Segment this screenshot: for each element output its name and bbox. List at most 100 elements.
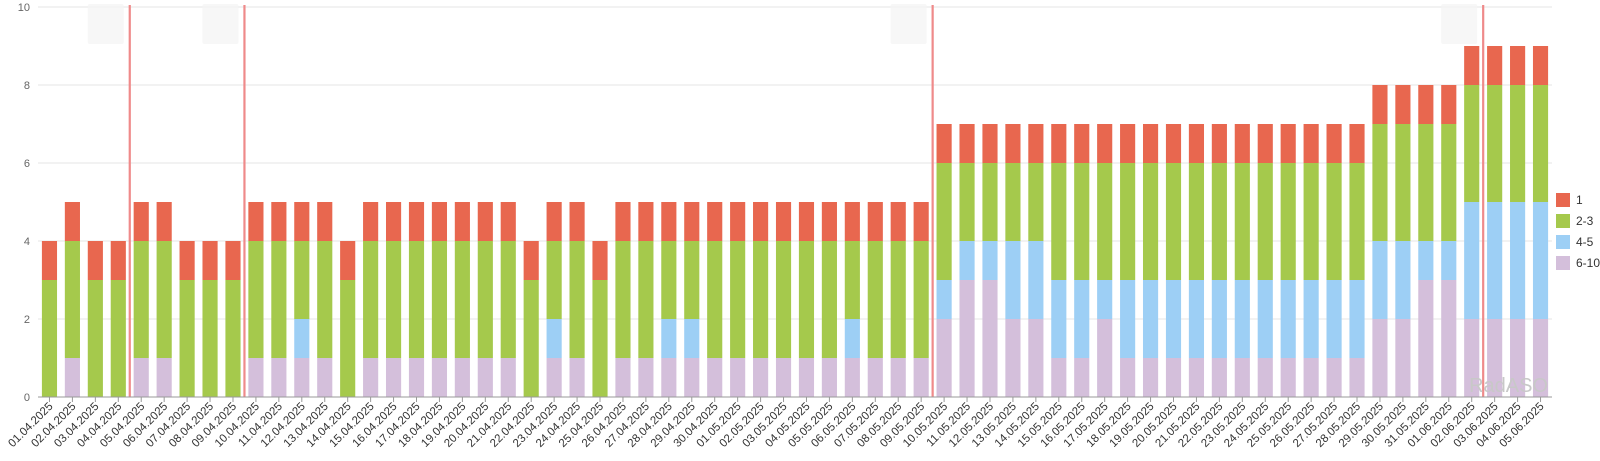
bar-segment-2-3[interactable] bbox=[1234, 163, 1250, 280]
bar-segment-6-10[interactable] bbox=[638, 358, 654, 397]
bar-segment-1[interactable] bbox=[569, 202, 585, 241]
bar-segment-2-3[interactable] bbox=[936, 163, 952, 280]
bar-segment-1[interactable] bbox=[179, 241, 195, 280]
bar-segment-2-3[interactable] bbox=[1097, 163, 1113, 280]
bar-segment-6-10[interactable] bbox=[982, 280, 998, 397]
bar-segment-1[interactable] bbox=[1028, 124, 1044, 163]
bar-segment-6-10[interactable] bbox=[1487, 319, 1503, 397]
bar-segment-1[interactable] bbox=[798, 202, 815, 241]
legend-label-2-3[interactable]: 2-3 bbox=[1576, 214, 1594, 228]
bar-segment-6-10[interactable] bbox=[661, 358, 677, 397]
bar-segment-2-3[interactable] bbox=[454, 241, 470, 358]
bar-segment-4-5[interactable] bbox=[1464, 202, 1480, 319]
bar-segment-4-5[interactable] bbox=[982, 241, 998, 280]
bar-segment-2-3[interactable] bbox=[1303, 163, 1319, 280]
bar-segment-4-5[interactable] bbox=[1165, 280, 1182, 358]
bar-segment-2-3[interactable] bbox=[202, 280, 218, 397]
bar-segment-2-3[interactable] bbox=[1349, 163, 1365, 280]
bar-segment-2-3[interactable] bbox=[87, 280, 103, 397]
bar-segment-6-10[interactable] bbox=[294, 358, 310, 397]
bar-segment-4-5[interactable] bbox=[1418, 241, 1434, 280]
bar-segment-2-3[interactable] bbox=[1051, 163, 1067, 280]
bar-segment-6-10[interactable] bbox=[867, 358, 883, 397]
bar-segment-2-3[interactable] bbox=[133, 241, 149, 358]
bar-segment-6-10[interactable] bbox=[1280, 358, 1296, 397]
bar-segment-6-10[interactable] bbox=[730, 358, 746, 397]
bar-segment-4-5[interactable] bbox=[294, 319, 310, 358]
bar-segment-6-10[interactable] bbox=[1097, 319, 1113, 397]
bar-segment-1[interactable] bbox=[1303, 124, 1319, 163]
bar-segment-2-3[interactable] bbox=[1487, 85, 1503, 202]
bar-segment-4-5[interactable] bbox=[1142, 280, 1159, 358]
bar-segment-2-3[interactable] bbox=[890, 241, 906, 358]
bar-segment-2-3[interactable] bbox=[615, 241, 631, 358]
bar-segment-2-3[interactable] bbox=[1120, 163, 1136, 280]
bar-segment-4-5[interactable] bbox=[1349, 280, 1365, 358]
bar-segment-2-3[interactable] bbox=[225, 280, 241, 397]
bar-segment-6-10[interactable] bbox=[1142, 358, 1159, 397]
bar-segment-1[interactable] bbox=[1051, 124, 1067, 163]
bar-segment-2-3[interactable] bbox=[661, 241, 677, 319]
bar-segment-4-5[interactable] bbox=[1120, 280, 1136, 358]
bar-segment-1[interactable] bbox=[454, 202, 470, 241]
bar-segment-2-3[interactable] bbox=[477, 241, 493, 358]
bar-segment-4-5[interactable] bbox=[1257, 280, 1273, 358]
bar-segment-1[interactable] bbox=[959, 124, 975, 163]
bar-segment-1[interactable] bbox=[202, 241, 218, 280]
bar-segment-2-3[interactable] bbox=[500, 241, 516, 358]
bar-segment-2-3[interactable] bbox=[569, 241, 585, 358]
bar-segment-6-10[interactable] bbox=[936, 319, 952, 397]
bar-segment-1[interactable] bbox=[1097, 124, 1113, 163]
bar-segment-2-3[interactable] bbox=[340, 280, 356, 397]
bar-segment-1[interactable] bbox=[385, 202, 402, 241]
bar-segment-2-3[interactable] bbox=[363, 241, 379, 358]
bar-segment-1[interactable] bbox=[225, 241, 241, 280]
bar-segment-2-3[interactable] bbox=[1028, 163, 1044, 241]
bar-segment-2-3[interactable] bbox=[1257, 163, 1273, 280]
bar-segment-1[interactable] bbox=[1188, 124, 1205, 163]
bar-segment-2-3[interactable] bbox=[1441, 124, 1457, 241]
bar-segment-4-5[interactable] bbox=[1188, 280, 1205, 358]
bar-segment-6-10[interactable] bbox=[890, 358, 906, 397]
legend-swatch-1[interactable] bbox=[1556, 193, 1570, 207]
bar-segment-1[interactable] bbox=[867, 202, 883, 241]
bar-segment-6-10[interactable] bbox=[1188, 358, 1205, 397]
bar-segment-1[interactable] bbox=[133, 202, 149, 241]
bar-segment-2-3[interactable] bbox=[546, 241, 562, 319]
bar-segment-6-10[interactable] bbox=[913, 358, 929, 397]
bar-segment-6-10[interactable] bbox=[1510, 319, 1526, 397]
bar-segment-4-5[interactable] bbox=[546, 319, 562, 358]
legend-label-4-5[interactable]: 4-5 bbox=[1576, 235, 1594, 249]
bar-segment-6-10[interactable] bbox=[385, 358, 402, 397]
bar-segment-6-10[interactable] bbox=[1349, 358, 1365, 397]
bar-segment-2-3[interactable] bbox=[730, 241, 746, 358]
bar-segment-2-3[interactable] bbox=[1074, 163, 1090, 280]
legend-swatch-6-10[interactable] bbox=[1556, 256, 1570, 270]
bar-segment-2-3[interactable] bbox=[408, 241, 425, 358]
bar-segment-4-5[interactable] bbox=[1280, 280, 1296, 358]
bar-segment-6-10[interactable] bbox=[1441, 280, 1457, 397]
bar-segment-4-5[interactable] bbox=[1532, 202, 1549, 319]
bar-segment-6-10[interactable] bbox=[1120, 358, 1136, 397]
bar-segment-1[interactable] bbox=[523, 241, 539, 280]
bar-segment-1[interactable] bbox=[1441, 85, 1457, 124]
bar-segment-6-10[interactable] bbox=[248, 358, 264, 397]
bar-segment-6-10[interactable] bbox=[707, 358, 723, 397]
bar-segment-1[interactable] bbox=[41, 241, 58, 280]
bar-segment-6-10[interactable] bbox=[1257, 358, 1273, 397]
bar-segment-1[interactable] bbox=[730, 202, 746, 241]
bar-segment-4-5[interactable] bbox=[1234, 280, 1250, 358]
bar-segment-6-10[interactable] bbox=[1532, 319, 1549, 397]
bar-segment-4-5[interactable] bbox=[1097, 280, 1113, 319]
bar-segment-4-5[interactable] bbox=[1211, 280, 1227, 358]
bar-segment-6-10[interactable] bbox=[1165, 358, 1182, 397]
bar-segment-2-3[interactable] bbox=[271, 241, 287, 358]
bar-segment-6-10[interactable] bbox=[1234, 358, 1250, 397]
bar-segment-6-10[interactable] bbox=[1464, 319, 1480, 397]
bar-segment-1[interactable] bbox=[821, 202, 837, 241]
bar-segment-1[interactable] bbox=[500, 202, 516, 241]
bar-segment-1[interactable] bbox=[1395, 85, 1411, 124]
bar-segment-2-3[interactable] bbox=[41, 280, 58, 397]
bar-segment-1[interactable] bbox=[110, 241, 126, 280]
bar-segment-1[interactable] bbox=[1464, 46, 1480, 85]
